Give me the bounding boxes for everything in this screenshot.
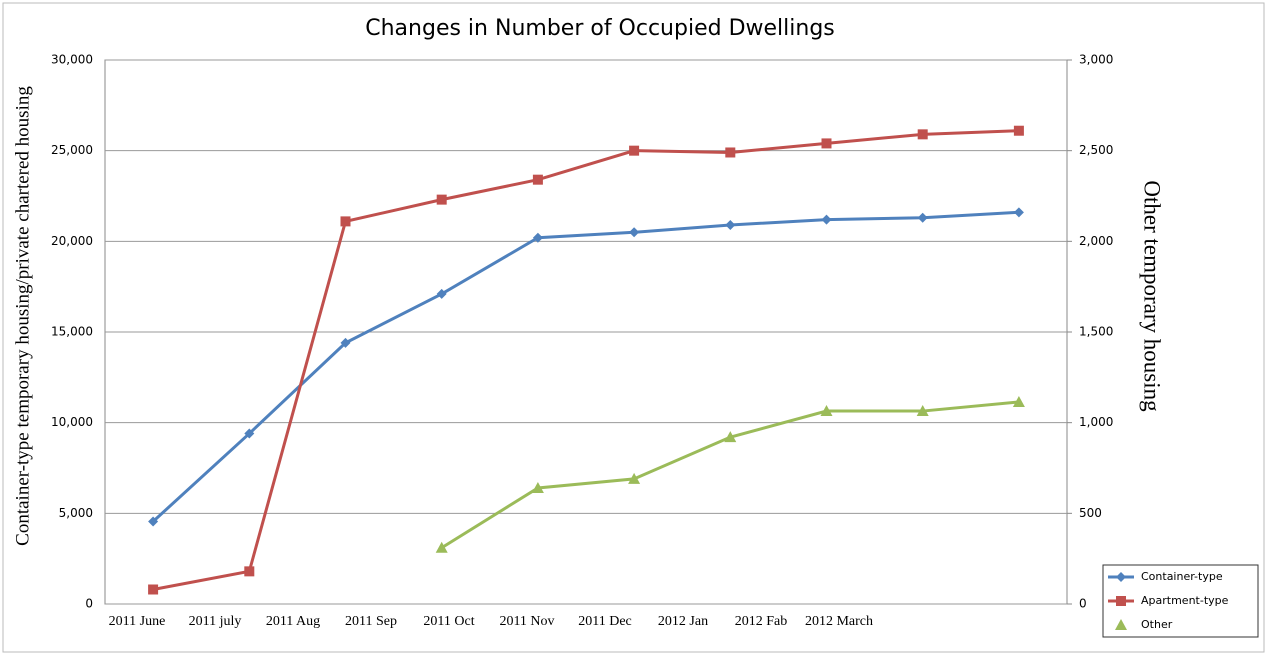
marker [1116,572,1126,582]
x-tick-label: 2012 Fab [735,614,788,629]
marker [725,147,736,158]
marker [821,138,832,149]
x-tick-label: 2011 Nov [499,614,554,629]
x-tick-label: 2011 Dec [578,614,632,629]
series-line [152,129,1019,591]
chart-title: Changes in Number of Occupied Dwellings [365,16,835,41]
marker [532,174,543,185]
marker [244,428,255,439]
marker [340,216,351,227]
marker [628,472,641,484]
y-tick-label: 10,000 [51,415,93,429]
marker [916,405,929,417]
y2-axis-label: Other temporary housing [1140,180,1165,412]
marker [1115,619,1127,630]
y-tick-label: 0 [85,597,93,611]
marker [532,232,543,243]
legend-label: Apartment-type [1141,594,1229,607]
marker [917,129,928,140]
marker [821,214,832,225]
y-tick-label: 25,000 [51,143,93,157]
marker [340,337,351,348]
marker [725,220,736,231]
marker [629,227,640,238]
marker [436,288,447,299]
marker [917,212,928,223]
x-tick-label: 2012 March [805,614,873,629]
marker [820,405,833,417]
y-tick-label: 30,000 [51,53,93,67]
marker [629,145,640,156]
marker [244,566,255,577]
legend-label: Other [1141,618,1173,631]
marker [435,541,448,553]
marker [436,194,447,205]
y-tick-label: 20,000 [51,234,93,248]
legend-label: Container-type [1141,570,1223,583]
x-tick-label: 2011 June [109,614,166,629]
x-tick-label: 2011 july [189,614,242,629]
x-tick-label: 2011 Aug [266,614,320,629]
marker [531,481,544,493]
y-tick-label: 5,000 [59,506,93,520]
y2-tick-label: 2,500 [1079,143,1113,157]
x-tick-label: 2011 Oct [423,614,474,629]
marker [148,584,159,595]
y2-tick-label: 1,500 [1079,325,1113,339]
y2-tick-label: 0 [1079,597,1087,611]
x-tick-label: 2012 Jan [658,614,708,629]
x-tick-label: 2011 Sep [345,614,397,629]
marker [1013,125,1024,136]
y-axis-label: Container-type temporary housing/private… [12,86,33,546]
marker [1116,596,1126,606]
marker [1013,207,1024,218]
y2-tick-label: 1,000 [1079,415,1113,429]
y2-tick-label: 500 [1079,506,1102,520]
marker [724,431,737,443]
marker [148,516,159,527]
series-line [152,210,1019,523]
marker [1012,395,1025,407]
y-tick-label: 15,000 [51,325,93,339]
y2-tick-label: 3,000 [1079,53,1113,67]
y2-tick-label: 2,000 [1079,234,1113,248]
